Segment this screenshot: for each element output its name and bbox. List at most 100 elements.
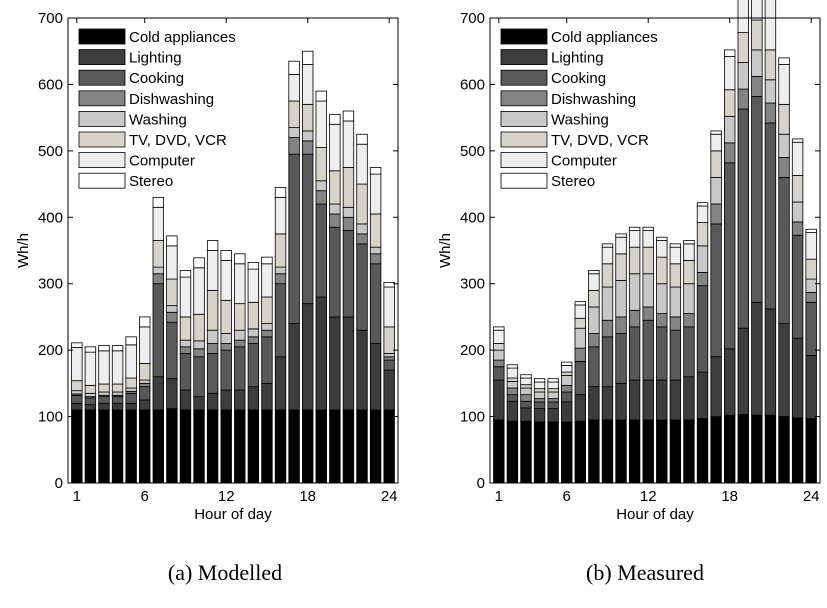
- bar-segment: [547, 381, 559, 390]
- bar-segment: [139, 386, 151, 401]
- bar-segment: [751, 19, 763, 51]
- bar-segment: [493, 419, 505, 484]
- bar-segment: [383, 326, 395, 354]
- y-tick-label: 0: [477, 475, 485, 492]
- bar-segment: [628, 379, 641, 421]
- bar-segment: [547, 408, 559, 423]
- bar-segment: [615, 316, 627, 334]
- bar-segment: [383, 409, 395, 484]
- bar-segment: [724, 115, 736, 144]
- bar-segment: [166, 245, 178, 280]
- bar-segment: [574, 304, 587, 319]
- bar-segment: [98, 350, 110, 385]
- bar-segment: [274, 233, 287, 268]
- bar-segment: [696, 418, 709, 484]
- bar-segment: [778, 157, 790, 178]
- legend-label: Lighting: [551, 50, 604, 67]
- bar-segment: [125, 392, 137, 404]
- bar-segment: [139, 379, 151, 384]
- legend-label: TV, DVD, VCR: [129, 132, 227, 149]
- bar-segment: [642, 319, 654, 381]
- bar-segment: [274, 283, 287, 358]
- legend-swatch: [78, 172, 126, 189]
- bar-segment: [574, 420, 587, 484]
- bar-segment: [383, 281, 395, 288]
- bar-segment: [166, 278, 178, 307]
- legend-swatch: [78, 49, 126, 65]
- bar-segment: [234, 303, 246, 331]
- bar-segment: [98, 391, 110, 396]
- bar-segment: [506, 367, 519, 379]
- bar-segment: [166, 321, 178, 380]
- bar-segment: [111, 345, 124, 352]
- bar-segment: [520, 374, 532, 379]
- bar-segment: [342, 230, 355, 318]
- legend-label: Cold appliances: [129, 29, 236, 46]
- bar-segment: [710, 133, 722, 152]
- bar-segment: [247, 268, 260, 303]
- bar-segment: [533, 421, 546, 484]
- bar-segment: [98, 396, 110, 404]
- bar-segment: [656, 283, 668, 314]
- bar-segment: [220, 349, 232, 391]
- bar-segment: [669, 419, 682, 484]
- caption-measured: (b) Measured: [586, 560, 704, 585]
- bar-segment: [628, 246, 641, 275]
- bar-segment: [574, 361, 587, 396]
- bar-segment: [356, 223, 368, 235]
- bar-segment: [683, 419, 695, 484]
- y-tick-label: 400: [38, 209, 63, 226]
- bar-segment: [356, 143, 368, 185]
- bar-segment: [152, 206, 164, 241]
- y-axis-label: Wh/h: [15, 233, 32, 268]
- legend-swatch: [78, 152, 126, 169]
- bar-segment: [315, 409, 327, 484]
- bar-segment: [547, 401, 559, 409]
- bar-segment: [805, 301, 817, 356]
- bar-segment: [561, 421, 573, 484]
- bar-segment: [220, 333, 232, 344]
- bar-segment: [71, 342, 83, 348]
- bar-segment: [342, 216, 355, 231]
- bar-segment: [369, 213, 382, 248]
- bar-segment: [369, 253, 382, 265]
- bar-segment: [805, 418, 817, 484]
- bar-segment: [329, 170, 341, 205]
- bar-segment: [601, 286, 614, 321]
- legend-label: Dishwashing: [129, 91, 214, 108]
- bar-segment: [615, 233, 627, 238]
- x-tick-label: 6: [563, 488, 571, 505]
- bar-segment: [805, 278, 817, 293]
- bar-segment: [261, 296, 273, 324]
- bar-segment: [71, 380, 83, 392]
- bar-segment: [356, 233, 368, 245]
- bar-segment: [125, 377, 137, 389]
- x-tick-label: 6: [141, 488, 149, 505]
- bar-segment: [315, 203, 327, 298]
- bar-segment: [493, 359, 505, 368]
- bar-segment: [764, 0, 777, 51]
- bar-segment: [506, 400, 519, 422]
- bar-segment: [805, 291, 817, 303]
- bar-segment: [288, 409, 300, 484]
- bar-segment: [493, 343, 505, 351]
- bar-segment: [342, 316, 355, 411]
- bar-segment: [71, 347, 83, 382]
- bar-segment: [724, 142, 736, 164]
- bar-segment: [179, 316, 192, 341]
- legend-swatch: [78, 131, 126, 148]
- bar-segment: [301, 50, 314, 65]
- legend-swatch: [500, 69, 548, 86]
- bar-segment: [588, 270, 600, 275]
- bar-segment: [329, 113, 341, 125]
- x-tick-label: 18: [721, 488, 738, 505]
- bar-segment: [329, 213, 341, 228]
- bar-segment: [342, 409, 355, 484]
- bar-segment: [301, 130, 314, 142]
- bar-segment: [588, 386, 600, 421]
- bar-segment: [588, 273, 600, 291]
- bar-segment: [737, 88, 749, 110]
- bar-segment: [247, 336, 260, 344]
- bar-segment: [166, 408, 178, 484]
- bar-segment: [71, 402, 83, 411]
